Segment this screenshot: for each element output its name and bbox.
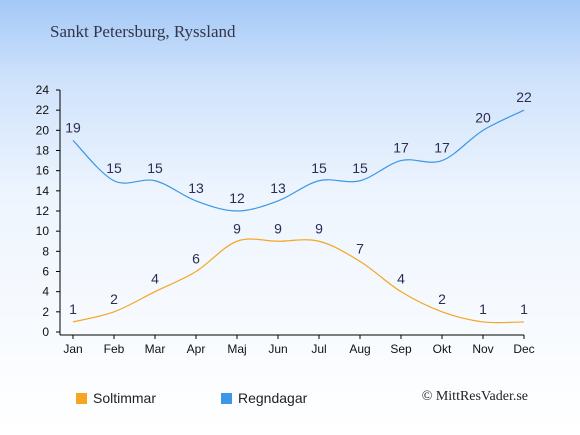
- legend-item-soltimmar: Soltimmar: [76, 390, 156, 406]
- x-tick-label: Sep: [390, 342, 412, 356]
- x-tick-label: Mar: [145, 342, 166, 356]
- data-label-regndagar: 22: [516, 89, 532, 105]
- data-label-soltimmar: 4: [151, 271, 159, 287]
- legend-item-regndagar: Regndagar: [221, 390, 307, 406]
- data-label-regndagar: 15: [147, 160, 163, 176]
- y-tick-label: 16: [36, 164, 50, 178]
- data-label-regndagar: 12: [229, 190, 245, 206]
- data-label-soltimmar: 2: [438, 291, 446, 307]
- data-label-soltimmar: 2: [110, 291, 118, 307]
- data-label-regndagar: 15: [311, 160, 327, 176]
- y-tick-label: 2: [42, 305, 49, 319]
- y-tick-label: 24: [36, 83, 50, 97]
- y-tick-label: 6: [42, 265, 49, 279]
- x-tick-label: Feb: [104, 342, 125, 356]
- data-label-soltimmar: 4: [397, 271, 405, 287]
- y-tick-label: 14: [36, 184, 50, 198]
- legend-swatch-soltimmar: [76, 393, 87, 404]
- data-label-regndagar: 17: [434, 140, 450, 156]
- data-label-regndagar: 20: [475, 109, 491, 125]
- data-label-regndagar: 15: [106, 160, 122, 176]
- data-label-soltimmar: 1: [479, 301, 487, 317]
- x-tick-label: Apr: [187, 342, 206, 356]
- legend-label-soltimmar: Soltimmar: [93, 390, 157, 406]
- x-tick-label: Dec: [513, 342, 534, 356]
- data-label-soltimmar: 9: [274, 220, 282, 236]
- series-line-soltimmar: [72, 238, 525, 324]
- y-tick-label: 8: [42, 244, 49, 258]
- y-tick-label: 18: [36, 144, 50, 158]
- y-tick-label: 20: [36, 123, 50, 137]
- y-tick-label: 22: [36, 103, 50, 117]
- data-label-regndagar: 15: [352, 160, 368, 176]
- site-credit: © MittResVader.se: [421, 389, 528, 404]
- legend-swatch-regndagar: [221, 393, 232, 404]
- y-tick-label: 0: [42, 325, 49, 339]
- data-label-regndagar: 13: [188, 180, 204, 196]
- y-tick-label: 10: [36, 224, 50, 238]
- x-tick-label: Okt: [433, 342, 452, 356]
- x-tick-label: Jul: [311, 342, 326, 356]
- y-tick-label: 4: [42, 285, 49, 299]
- chart-title: Sankt Petersburg, Ryssland: [50, 22, 236, 41]
- x-tick-label: Jun: [268, 342, 287, 356]
- data-label-soltimmar: 9: [315, 220, 323, 236]
- data-label-regndagar: 17: [393, 140, 409, 156]
- data-label-regndagar: 13: [270, 180, 286, 196]
- data-label-regndagar: 19: [65, 119, 81, 135]
- data-label-soltimmar: 7: [356, 240, 364, 256]
- data-label-soltimmar: 1: [69, 301, 77, 317]
- chart-series-lines: [72, 109, 525, 324]
- x-tick-label: Jan: [63, 342, 82, 356]
- x-tick-label: Aug: [349, 342, 370, 356]
- data-label-soltimmar: 9: [233, 220, 241, 236]
- series-line-regndagar: [72, 109, 525, 212]
- data-label-soltimmar: 1: [520, 301, 528, 317]
- x-tick-label: Maj: [227, 342, 246, 356]
- data-label-soltimmar: 6: [192, 251, 200, 267]
- y-tick-label: 12: [36, 204, 50, 218]
- legend-label-regndagar: Regndagar: [238, 390, 308, 406]
- x-tick-label: Nov: [472, 342, 493, 356]
